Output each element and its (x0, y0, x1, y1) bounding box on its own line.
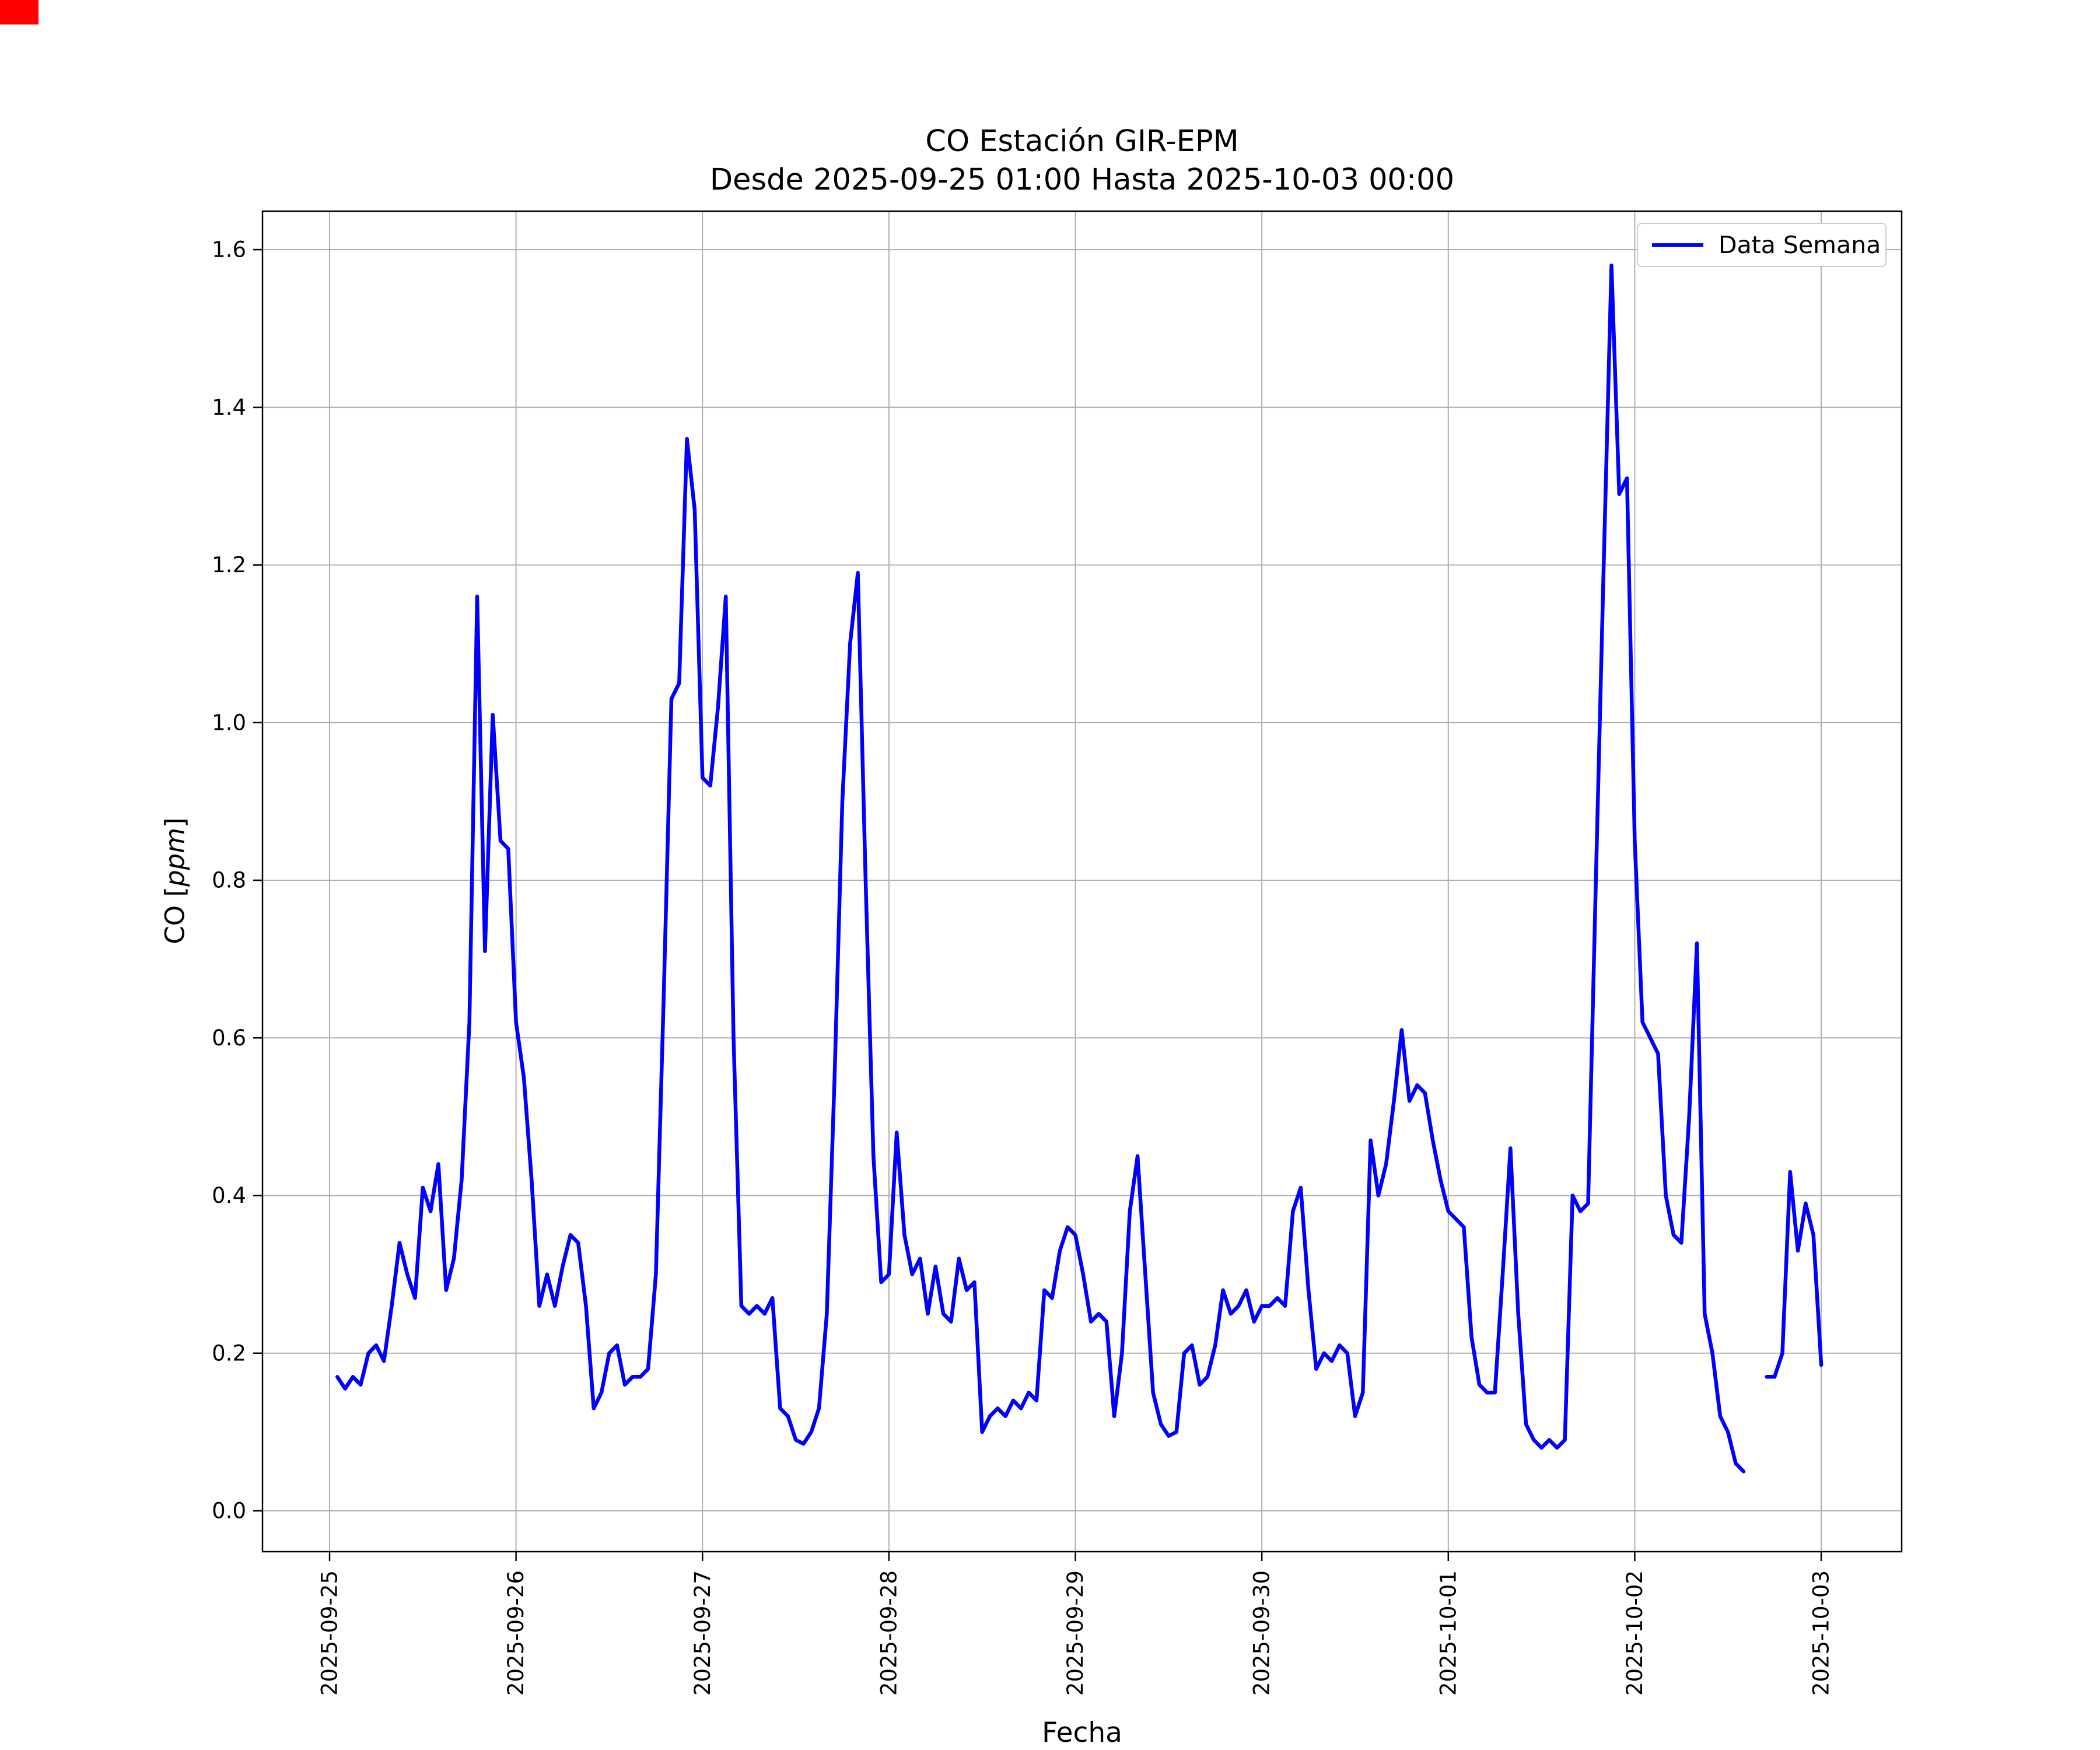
x-tick-label: 2025-10-03 (1809, 1570, 1834, 1696)
x-tick-label: 2025-09-30 (1250, 1570, 1275, 1696)
screen-corner-artifact (0, 0, 38, 24)
chart-title-block: CO Estación GIR-EPM Desde 2025-09-25 01:… (262, 123, 1902, 200)
y-tick-label: 0.4 (212, 1183, 246, 1208)
y-tick-label: 1.4 (212, 395, 246, 420)
plot-border (261, 210, 1903, 1553)
chart-subtitle: Desde 2025-09-25 01:00 Hasta 2025-10-03 … (709, 163, 1455, 197)
data-series-line (335, 263, 1746, 1474)
y-tick-label: 0.2 (212, 1340, 246, 1366)
y-axis-label-unit: ppm (159, 827, 191, 887)
legend-label: Data Semana (1718, 231, 1881, 259)
x-tick-label: 2025-09-29 (1063, 1570, 1088, 1696)
x-tick-label: 2025-09-28 (876, 1570, 901, 1696)
y-tick-label: 1.0 (212, 710, 246, 735)
data-series-line (1765, 1170, 1824, 1379)
y-tick-label: 0.8 (212, 868, 246, 893)
x-tick-label: 2025-10-01 (1436, 1570, 1461, 1696)
x-tick-label: 2025-10-02 (1622, 1570, 1647, 1696)
legend-line-sample (1652, 243, 1703, 247)
legend-box: Data Semana (1637, 223, 1887, 267)
y-tick-label: 0.6 (212, 1026, 246, 1051)
x-tick-label: 2025-09-27 (690, 1570, 715, 1696)
y-tick-label: 1.6 (212, 237, 246, 262)
y-axis-label-prefix: CO [ (159, 886, 191, 944)
x-tick-label: 2025-09-26 (503, 1570, 528, 1696)
y-axis-label-suffix: ] (159, 817, 191, 828)
y-tick-label: 1.2 (212, 552, 246, 578)
y-axis-label: CO [ppm] (160, 817, 191, 944)
chart-title: CO Estación GIR-EPM (925, 124, 1239, 159)
x-tick-label: 2025-09-25 (317, 1570, 342, 1696)
x-axis-label: Fecha (1042, 1717, 1122, 1749)
y-tick-label: 0.0 (212, 1499, 246, 1524)
